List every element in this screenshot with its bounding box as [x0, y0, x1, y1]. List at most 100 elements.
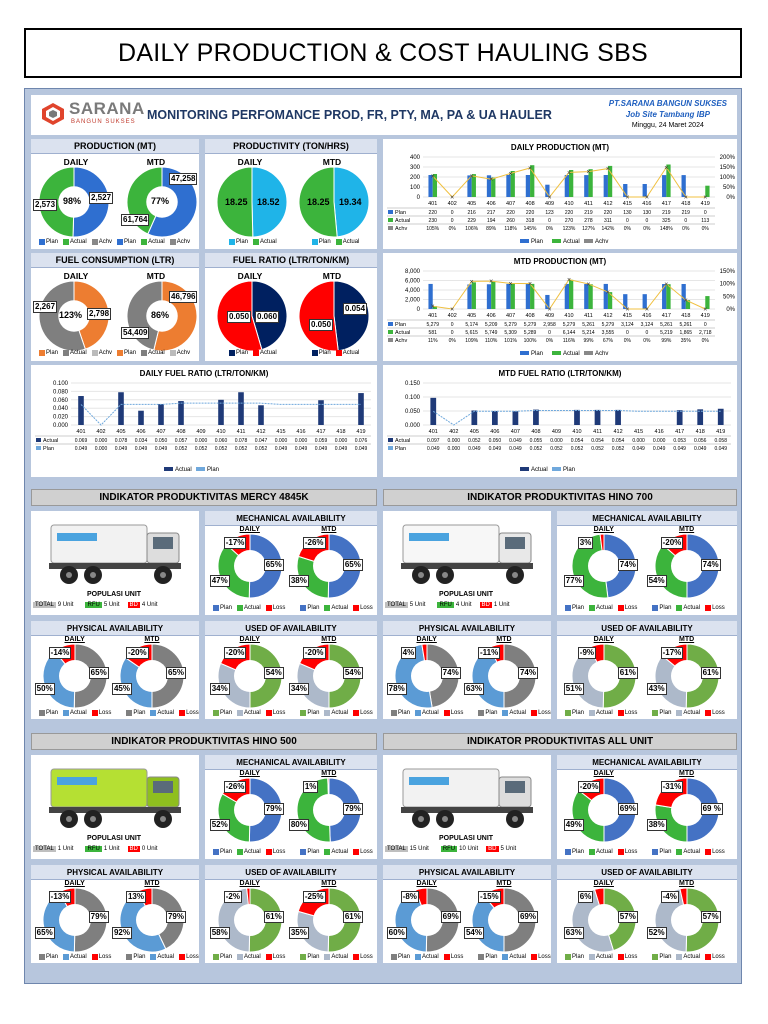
ua-title: USED OF AVAILABILITY [557, 621, 737, 636]
bar-plan [467, 175, 472, 197]
daily-label: DAILY [239, 636, 260, 643]
ma-mtd-loss: -31% [660, 781, 684, 793]
legend-label: Achv [595, 351, 608, 357]
fuel-ratio-mtd-pie [298, 280, 370, 352]
productivity-mtd-plan: 18.25 [307, 197, 330, 207]
table-cell: 0.000 [95, 438, 108, 444]
ma-mtd-loss: 1% [302, 781, 319, 793]
donut-slice [333, 280, 370, 352]
population-bar: TOTAL 1 Unit RFU 1 Unit BD 0 Unit [33, 846, 158, 852]
ua-legend: Plan Actual Loss Plan Actual Loss [213, 710, 373, 716]
ma-daily-plan: 69% [617, 803, 638, 815]
table-cell: 0.049 [75, 446, 88, 452]
total-label: TOTAL [385, 846, 408, 852]
bar-plan [506, 283, 511, 309]
ma-mtd-plan: 74% [700, 559, 721, 571]
donut-hole [312, 550, 345, 582]
dashboard-board: SARANA BANGUN SUKSES MONITORING PERFOMAN… [24, 88, 742, 984]
ua-mtd-actual: 52% [646, 927, 667, 939]
fuel-daily-label: DAILY [63, 271, 89, 281]
rfu-label: RFU [440, 846, 458, 852]
table-cell: 3,124 [641, 322, 654, 328]
donut-hole [146, 300, 178, 332]
table-cell: 5,279 [602, 322, 615, 328]
table-cell: 106% [465, 226, 478, 232]
fuel-ratio-legend: Plan Actual Plan Actual [229, 350, 359, 356]
table-cell: 0.049 [315, 446, 328, 452]
table-cell: 130 [623, 210, 632, 216]
ma-daily-loss: -17% [223, 537, 247, 549]
chart-title: MTD FUEL RATIO (LTR/TON/KM) [499, 369, 622, 378]
pa-daily-actual: 78% [386, 683, 407, 695]
bar-actual [607, 165, 613, 197]
table-cell: 220 [604, 210, 613, 216]
ma-mtd-actual: 54% [646, 575, 667, 587]
dump-truck-icon [49, 768, 181, 828]
ma-legend: Plan Actual Loss Plan Actual Loss [565, 605, 725, 611]
pa-daily-plan: 74% [440, 667, 461, 679]
fuel-legend: Plan Actual Achv Plan Actual Achv [39, 350, 190, 356]
table-cell: 0 [451, 218, 454, 224]
category-label: 406 [487, 313, 496, 319]
unit-box-mercy-4845k: POPULASI UNIT TOTAL 9 Unit RFU 5 Unit BD 4 … [31, 511, 199, 615]
bar-plan [545, 184, 550, 197]
bar-actual [471, 410, 478, 425]
ua-legend: Plan Actual Loss Plan Actual Loss [565, 710, 725, 716]
y2-tick-label: 150% [720, 165, 736, 171]
bd-label: BD [486, 846, 499, 852]
productivity-daily-plan: 18.25 [225, 197, 248, 207]
pa-legend: Plan Actual Loss Plan Actual Loss [391, 954, 551, 960]
company-name: PT.SARANA BANGUN SUKSES [608, 99, 727, 108]
mtd-production-chart-panel: MTD PRODUCTION (MT) 8,000 6,000 4,000 2,000 0… [383, 253, 737, 361]
y2-tick-label: 0% [726, 195, 735, 201]
table-cell: 0.000 [550, 438, 563, 444]
table-cell: 0.052 [215, 446, 228, 452]
population-bar: TOTAL 5 Unit RFU 4 Unit BD 1 Unit [385, 602, 510, 608]
bar-plan [681, 175, 686, 197]
achv-marker: × [586, 169, 590, 176]
table-series-name: Achv [395, 338, 407, 344]
table-cell: 0.000 [632, 438, 645, 444]
y-tick-label: 0.100 [53, 381, 69, 387]
bar-actual [158, 404, 164, 425]
ua-title: USED OF AVAILABILITY [205, 621, 377, 636]
category-label: 408 [531, 429, 540, 435]
productivity-daily-label: DAILY [237, 157, 263, 167]
fuel-mtd-actual: 46,796 [169, 291, 198, 303]
pa-daily-plan: 69% [440, 911, 461, 923]
ma-panel-mercy-4845k: MECHANICAL AVAILABILITY DAILY 65% 47% -17% MT… [205, 511, 377, 615]
achv-line [432, 279, 706, 310]
y-tick-label: 8,000 [405, 269, 421, 275]
bar-actual [510, 283, 515, 309]
donut-hole [670, 904, 703, 936]
y-tick-label: 0.020 [53, 415, 69, 421]
table-cell: 67% [603, 338, 614, 344]
table-cell: 0% [682, 226, 690, 232]
y-tick-label: 0 [417, 307, 421, 313]
pa-mtd-actual: 54% [463, 927, 484, 939]
achv-marker: × [431, 304, 435, 311]
table-cell: 0.049 [653, 446, 666, 452]
category-label: 418 [681, 313, 690, 319]
table-cell: 0.050 [489, 438, 502, 444]
bar-plan [506, 175, 511, 197]
bar-plan [662, 284, 667, 309]
ma-daily-plan: 74% [617, 559, 638, 571]
table-cell: 11% [428, 338, 438, 344]
table-cell: 0.056 [694, 438, 707, 444]
production-title: PRODUCTION (MT) [31, 139, 199, 154]
table-cell: 5,749 [485, 330, 498, 336]
pa-daily-actual: 50% [34, 683, 55, 695]
category-label: 402 [449, 429, 458, 435]
table-cell: 0% [643, 338, 651, 344]
table-cell: 0.054 [571, 438, 584, 444]
table-cell: 0.049 [714, 446, 727, 452]
ua-mtd-actual: 35% [288, 927, 309, 939]
achv-marker: × [567, 170, 571, 177]
bar-plan [584, 175, 589, 197]
table-cell: 5,279 [426, 322, 439, 328]
achv-marker: × [645, 195, 649, 202]
achv-marker: × [625, 307, 629, 314]
legend-swatch [552, 467, 561, 471]
category-label: 408 [176, 429, 185, 435]
